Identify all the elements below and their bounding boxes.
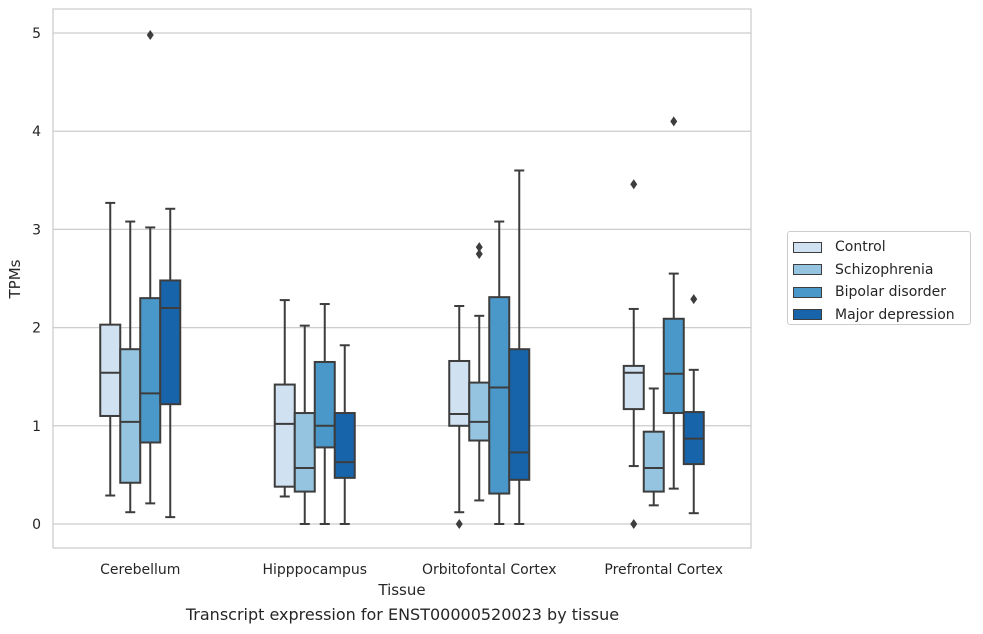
outlier-point: [630, 179, 638, 190]
y-tick-label: 1: [32, 419, 41, 435]
plot-area-frame: [52, 8, 752, 549]
x-tick-label: Prefrontal Cortex: [604, 562, 723, 578]
x-tick-label: Cerebellum: [100, 562, 180, 578]
outlier-point: [630, 519, 638, 529]
box-control-2: [448, 304, 471, 529]
y-tick-label: 4: [32, 124, 41, 140]
box-iqr: [313, 360, 336, 449]
box-iqr: [333, 412, 356, 479]
box-bipolar-disorder-2: [488, 220, 511, 525]
box-iqr: [293, 412, 316, 493]
outlier-point: [475, 242, 483, 253]
box-iqr: [622, 364, 645, 411]
box-iqr: [508, 348, 531, 481]
box-iqr: [448, 359, 471, 427]
legend-item: Control: [793, 236, 970, 259]
legend-item: Bipolar disorder: [793, 281, 970, 304]
box-control-1: [273, 299, 296, 498]
y-axis-title: TPMs: [6, 259, 24, 299]
legend-label: Control: [835, 239, 886, 256]
y-tick-label: 3: [32, 222, 41, 238]
legend-label: Bipolar disorder: [835, 284, 947, 301]
y-tick-label: 0: [32, 517, 41, 533]
box-major-depression-2: [508, 169, 531, 525]
legend-item: Schizophrenia: [793, 259, 970, 282]
legend-swatch: [793, 309, 822, 321]
box-iqr: [119, 348, 142, 484]
box-bipolar-disorder-1: [313, 303, 336, 525]
legend-swatch: [793, 264, 822, 276]
legend-swatch: [793, 241, 822, 253]
legend-label: Schizophrenia: [835, 261, 934, 278]
box-control-3: [622, 179, 645, 529]
y-tick-labels: 0 1 2 3 4 5: [32, 26, 41, 533]
box-iqr: [488, 296, 511, 495]
box-major-depression-1: [333, 344, 356, 525]
x-tick-label: Orbitofontal Cortex: [422, 562, 557, 578]
box-bipolar-disorder-0: [139, 29, 162, 505]
y-tick-label: 2: [32, 321, 41, 337]
outlier-point: [455, 519, 463, 529]
legend-label: Major depression: [835, 306, 955, 323]
figure-caption: Transcript expression for ENST0000052002…: [185, 605, 620, 624]
box-major-depression-0: [159, 207, 182, 519]
box-schizophrenia-0: [119, 220, 142, 514]
box-major-depression-3: [682, 294, 705, 515]
outlier-point: [670, 116, 678, 127]
x-tick-labels: Cerebellum Hipppocampus Orbitofontal Corte…: [100, 562, 723, 578]
x-axis-title: Tissue: [377, 581, 425, 599]
box-iqr: [468, 381, 491, 442]
legend-swatch: [793, 286, 822, 298]
outlier-point: [475, 248, 483, 259]
y-tick-label: 5: [32, 26, 41, 42]
box-schizophrenia-2: [468, 242, 491, 502]
box-bipolar-disorder-3: [662, 116, 685, 490]
box-iqr: [159, 279, 182, 406]
outlier-point: [690, 294, 698, 305]
box-iqr: [139, 297, 162, 444]
box-iqr: [662, 317, 685, 415]
outlier-point: [146, 29, 154, 40]
box-control-0: [99, 201, 122, 497]
legend-item: Major depression: [793, 304, 970, 327]
legend: Control Schizophrenia Bipolar disorder Majo…: [787, 231, 971, 325]
box-layer: [99, 29, 705, 529]
box-iqr: [642, 430, 665, 493]
x-tick-label: Hipppocampus: [262, 562, 367, 578]
box-iqr: [99, 323, 122, 417]
box-schizophrenia-1: [293, 324, 316, 525]
box-schizophrenia-3: [642, 387, 665, 507]
box-iqr: [273, 383, 296, 488]
